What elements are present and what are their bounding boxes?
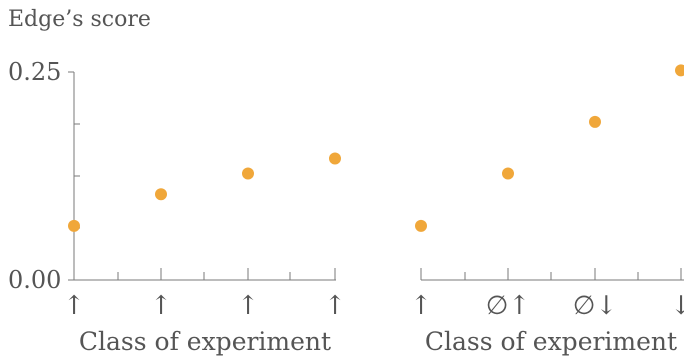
y-tick-label-bottom: 0.00 xyxy=(8,266,61,294)
data-point xyxy=(675,64,684,77)
data-point xyxy=(589,115,601,128)
x-tick-label: ↑ xyxy=(410,291,432,321)
x-tick-label: ↑ xyxy=(324,291,346,321)
x-tick-label: ∅↓ xyxy=(573,291,617,321)
x-tick-label: ↓ xyxy=(670,291,684,321)
data-point xyxy=(155,188,167,201)
x-tick-label: ∅↑ xyxy=(486,291,530,321)
data-point xyxy=(242,167,254,180)
data-point xyxy=(329,152,341,165)
data-point xyxy=(68,219,80,232)
left-x-axis-label: Class of experiment xyxy=(79,327,331,356)
x-tick-label: ↑ xyxy=(150,291,172,321)
x-tick-label: ↑ xyxy=(63,291,85,321)
y-tick-label-top: 0.25 xyxy=(8,58,61,86)
right-x-axis-label: Class of experiment xyxy=(425,327,677,356)
data-point xyxy=(415,219,427,232)
data-point xyxy=(502,167,514,180)
left-panel: ↑ ↑ ↑ ↑ Class of experiment xyxy=(63,71,346,356)
right-panel: ↑ ∅↑ ∅↓ ↓ Class of experiment xyxy=(410,64,684,356)
y-axis-label: Edge’s score xyxy=(8,7,151,32)
x-tick-label: ↑ xyxy=(237,291,259,321)
